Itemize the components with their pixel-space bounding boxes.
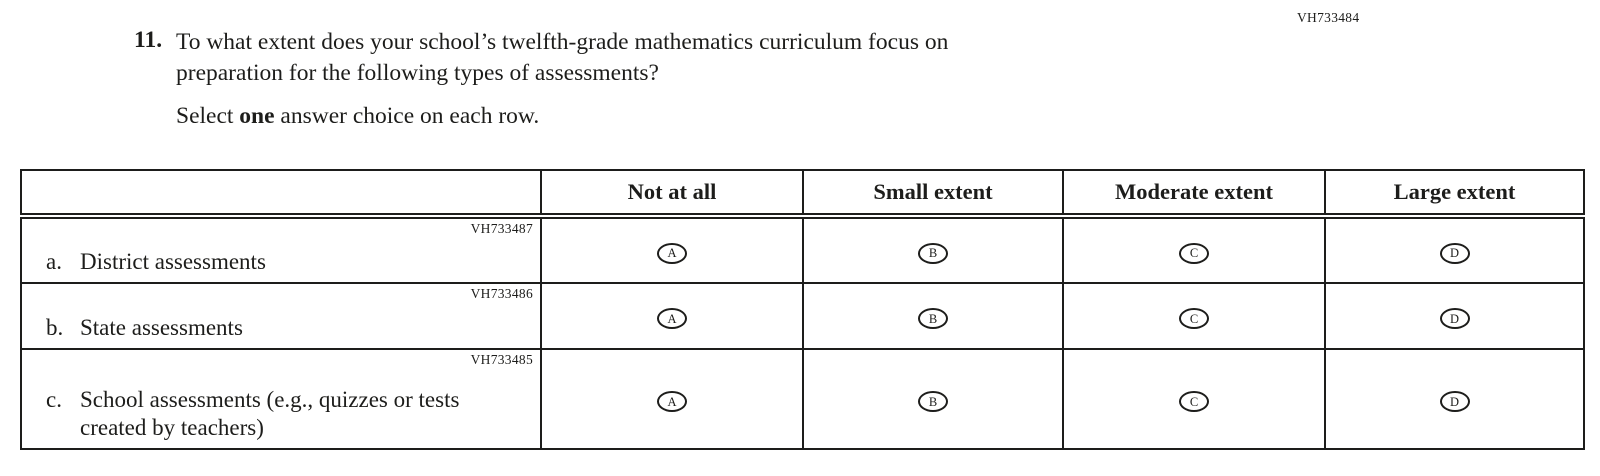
header-row: Not at all Small extent Moderate extent … [20, 169, 1585, 219]
option-cell: A [540, 348, 804, 450]
option-cell: C [1062, 282, 1326, 350]
row-letter: a. [46, 249, 62, 274]
question-text-line1: To what extent does your school’s twelft… [176, 29, 949, 55]
option-cell: D [1324, 348, 1585, 450]
option-bubble-b[interactable]: B [918, 308, 948, 330]
question-text: To what extent does your school’s twelft… [176, 27, 948, 89]
instruction-bold-word: one [239, 103, 275, 129]
column-header-not-at-all: Not at all [540, 169, 804, 219]
option-bubble-b[interactable]: B [918, 242, 948, 264]
option-bubble-d[interactable]: D [1439, 242, 1470, 264]
option-bubble-a[interactable]: A [657, 242, 687, 264]
option-bubble-b[interactable]: B [918, 391, 948, 413]
row-header-cell: VH733486 b. State assessments [20, 282, 542, 350]
instruction-suffix: answer choice on each row. [274, 103, 540, 129]
table-row-district-assessments: VH733487 a. District assessments A B C D [20, 215, 1585, 284]
question-text-line2: preparation for the following types of a… [176, 60, 659, 86]
row-label-group: b. State assessments [46, 314, 528, 342]
row-label: District assessments [80, 249, 266, 274]
table-row-state-assessments: VH733486 b. State assessments A B C D [20, 282, 1585, 350]
row-item-code: VH733487 [470, 221, 533, 236]
assessment-focus-table: Not at all Small extent Moderate extent … [20, 169, 1585, 450]
option-bubble-c[interactable]: C [1179, 242, 1209, 264]
column-header-large-extent: Large extent [1324, 169, 1585, 219]
option-cell: B [802, 215, 1064, 284]
option-cell: D [1324, 282, 1585, 350]
option-bubble-a[interactable]: A [657, 308, 687, 330]
option-cell: A [540, 282, 804, 350]
row-label-group: a. District assessments [46, 248, 528, 276]
option-bubble-d[interactable]: D [1439, 308, 1470, 330]
instruction-prefix: Select [176, 103, 240, 129]
row-label-group: c. School assessments (e.g., quizzes or … [46, 386, 528, 442]
row-item-code: VH733486 [470, 286, 533, 301]
column-header-moderate-extent: Moderate extent [1062, 169, 1326, 219]
row-header-cell: VH733487 a. District assessments [20, 215, 542, 284]
option-cell: D [1324, 215, 1585, 284]
option-cell: B [802, 282, 1064, 350]
row-label: State assessments [80, 315, 243, 340]
option-bubble-a[interactable]: A [657, 391, 687, 413]
option-bubble-c[interactable]: C [1179, 308, 1209, 330]
row-letter: b. [46, 315, 64, 340]
option-cell: A [540, 215, 804, 284]
column-header-small-extent: Small extent [802, 169, 1064, 219]
option-bubble-c[interactable]: C [1179, 391, 1209, 413]
option-cell: C [1062, 348, 1326, 450]
question-instruction: Select one answer choice on each row. [176, 103, 539, 130]
question-number: 11. [134, 27, 163, 53]
row-item-code: VH733485 [470, 352, 533, 367]
page-code: VH733484 [1297, 10, 1360, 25]
row-label: School assessments (e.g., quizzes or tes… [80, 387, 460, 440]
corner-header-cell [20, 169, 542, 219]
option-cell: C [1062, 215, 1326, 284]
option-bubble-d[interactable]: D [1439, 391, 1470, 413]
row-letter: c. [46, 387, 62, 412]
option-cell: B [802, 348, 1064, 450]
row-header-cell: VH733485 c. School assessments (e.g., qu… [20, 348, 542, 450]
table-row-school-assessments: VH733485 c. School assessments (e.g., qu… [20, 348, 1585, 450]
